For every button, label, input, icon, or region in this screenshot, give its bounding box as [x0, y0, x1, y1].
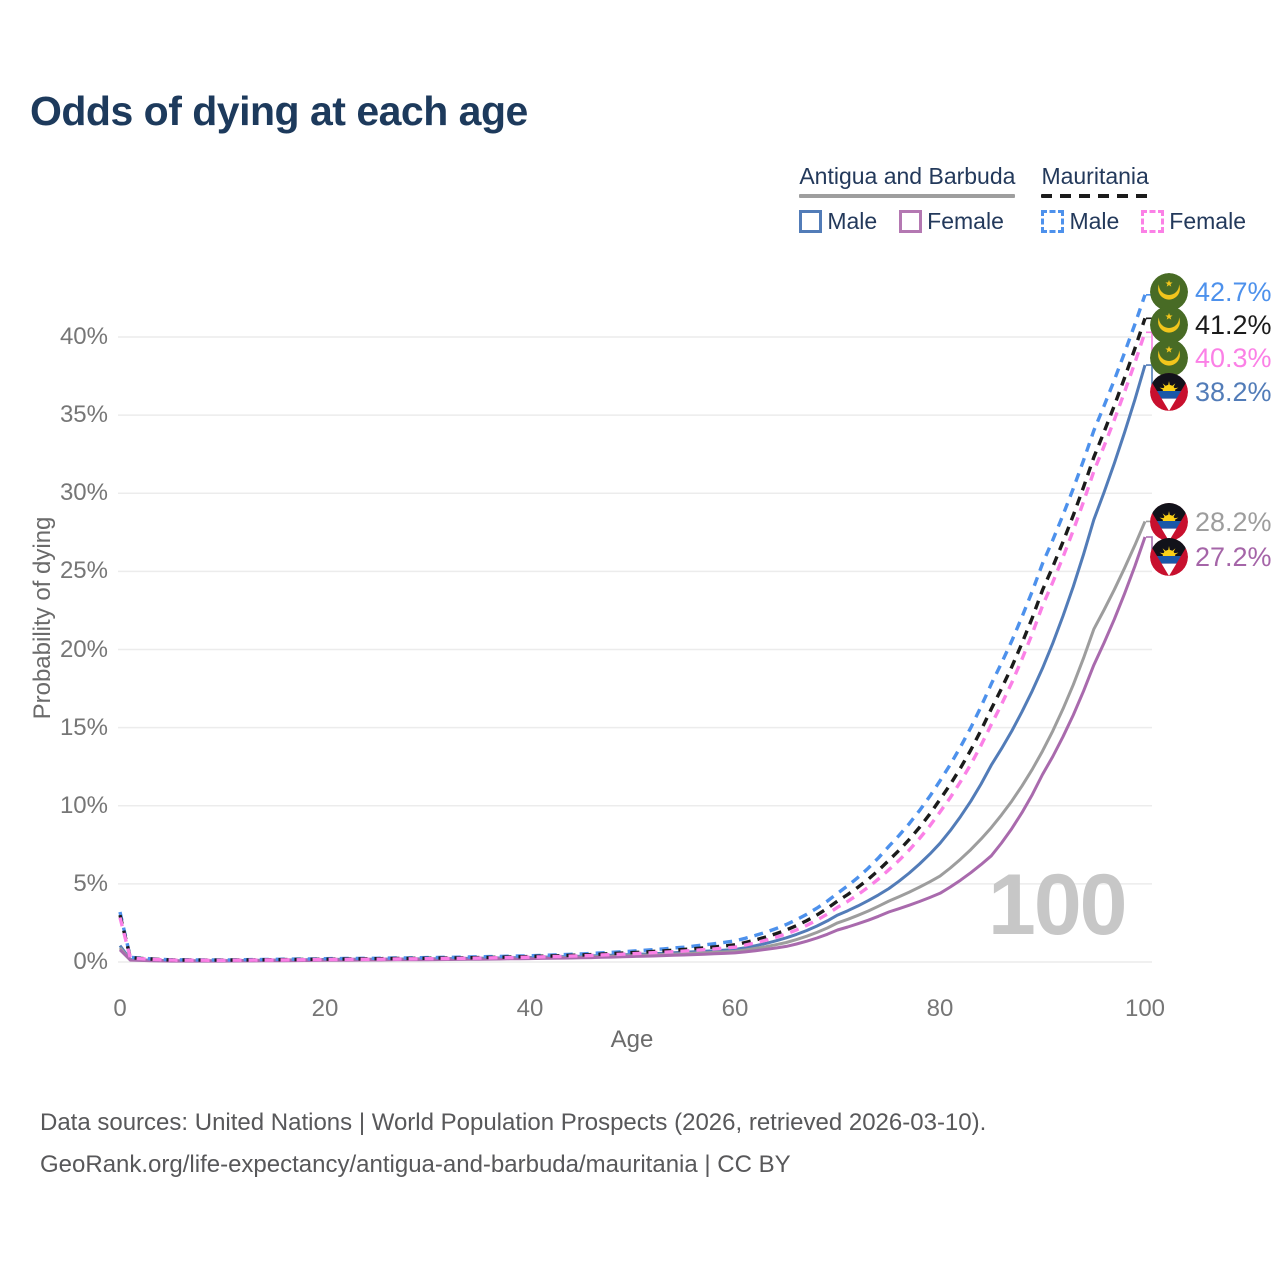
end-label-mauritania-male: 42.7% — [1150, 272, 1272, 312]
x-tick-label: 100 — [1124, 995, 1166, 1022]
x-tick-label: 60 — [721, 995, 749, 1022]
legend-item-antigua-female[interactable]: Female — [899, 208, 1004, 235]
end-value-label: 27.2% — [1195, 541, 1272, 572]
end-label-antigua-male: 38.2% — [1150, 372, 1272, 412]
end-value-label: 38.2% — [1195, 376, 1272, 407]
x-tick-label: 20 — [311, 995, 339, 1022]
end-value-label: 40.3% — [1195, 342, 1272, 373]
dashed-box-swatch-icon — [1141, 210, 1165, 233]
legend-country-mauritania: Mauritania — [1041, 163, 1149, 198]
solid-box-swatch-icon — [899, 210, 923, 233]
legend-country-antigua-and-barbuda: Antigua and Barbuda — [799, 163, 1016, 198]
x-tick-label: 80 — [926, 995, 954, 1022]
x-tick-label: 40 — [516, 995, 544, 1022]
series-line-antigua-and-barbuda-female — [118, 536, 1147, 963]
y-tick-label: 5% — [73, 869, 108, 897]
antigua-and-barbuda-flag-icon — [1150, 373, 1188, 411]
solid-box-swatch-icon — [799, 210, 823, 233]
legend-group-mauritania: Mauritania Male Female — [1041, 163, 1246, 235]
x-axis-title: Age — [610, 1026, 654, 1053]
antigua-and-barbuda-flag-icon — [1150, 538, 1188, 576]
solid-line-swatch-icon — [799, 194, 1016, 198]
legend-item-mauritania-male[interactable]: Male — [1041, 208, 1119, 235]
y-axis-title: Probability of dying — [29, 516, 56, 720]
y-tick-label: 15% — [59, 713, 108, 741]
antigua-and-barbuda-flag-icon — [1150, 503, 1188, 541]
legend-item-antigua-male[interactable]: Male — [799, 208, 877, 235]
x-tick-label: 0 — [113, 995, 127, 1022]
legend: Antigua and Barbuda Male Female Mauritan… — [799, 163, 1246, 235]
end-label-mauritania-female: 40.3% — [1150, 338, 1272, 378]
y-tick-label: 20% — [59, 635, 108, 663]
dashed-box-swatch-icon — [1041, 210, 1065, 233]
end-value-label: 28.2% — [1195, 506, 1272, 537]
legend-item-mauritania-female[interactable]: Female — [1141, 208, 1246, 235]
end-label-antigua-female: 27.2% — [1150, 537, 1272, 577]
end-label-antigua-combined: 28.2% — [1150, 502, 1272, 542]
series-line-mauritania-female — [118, 331, 1147, 962]
end-value-label: 41.2% — [1195, 309, 1272, 340]
y-tick-label: 10% — [59, 791, 108, 819]
legend-group-antigua-and-barbuda: Antigua and Barbuda Male Female — [799, 163, 1016, 235]
y-tick-label: 35% — [59, 401, 108, 429]
y-tick-label: 40% — [59, 323, 108, 350]
footer-data-sources: Data sources: United Nations | World Pop… — [40, 1109, 987, 1136]
end-value-label: 42.7% — [1195, 276, 1272, 307]
page-title: Odds of dying at each age — [30, 88, 528, 134]
y-tick-label: 30% — [59, 479, 108, 507]
footer: Data sources: United Nations | World Pop… — [40, 1102, 986, 1186]
end-label-mauritania-combined: 41.2% — [1150, 305, 1272, 345]
y-tick-label: 25% — [59, 557, 108, 585]
dashed-line-swatch-icon — [1041, 194, 1149, 198]
y-tick-label: 0% — [73, 948, 108, 975]
footer-attribution: GeoRank.org/life-expectancy/antigua-and-… — [40, 1151, 791, 1178]
watermark-age-label: 100 — [988, 857, 1127, 953]
